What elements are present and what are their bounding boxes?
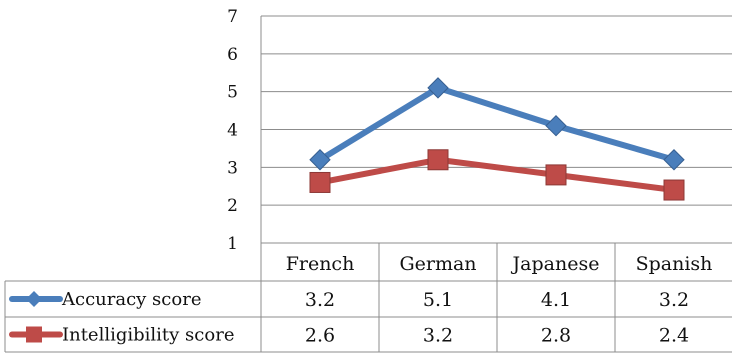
data-value-label: 4.1 [541,289,571,311]
data-point-diamond [427,77,449,99]
data-value-label: 2.6 [305,325,335,347]
y-tick-label: 5 [227,83,238,103]
y-tick-label: 4 [227,121,238,141]
data-value-label: 3.2 [659,289,689,311]
data-point-square [427,149,449,171]
data-table: French German Japanese Spanish Accuracy scor… [4,242,732,353]
legend-label: Intelligibility score [62,325,234,346]
data-point-diamond [663,149,685,171]
y-tick-label: 2 [227,196,238,216]
category-label: Japanese [511,253,600,275]
data-point-square [309,171,331,193]
y-tick-label: 7 [227,7,238,27]
data-point-diamond [545,115,567,137]
y-tick-label: 1 [227,234,238,254]
series-line-intelligibility [317,156,677,194]
series-line-accuracy [317,84,677,163]
data-value-label: 5.1 [423,289,453,311]
y-axis-ticks: 1 2 3 4 5 6 7 [227,7,238,254]
legend-marker-square [26,326,42,343]
data-point-square [545,164,567,186]
legend-label: Accuracy score [61,289,201,310]
data-value-label: 2.8 [541,325,571,347]
y-tick-label: 3 [227,158,238,178]
legend-marker-diamond [26,291,42,307]
data-value-label: 3.2 [305,289,335,311]
data-value-label: 3.2 [423,325,453,347]
data-point-square [663,179,685,201]
gridlines [260,15,732,243]
data-value-label: 2.4 [659,325,689,347]
category-label: German [399,253,476,275]
category-label: French [286,253,355,275]
category-label: Spanish [636,253,713,275]
y-tick-label: 6 [227,45,238,65]
data-point-diamond [309,149,331,171]
series-layer [309,77,685,201]
